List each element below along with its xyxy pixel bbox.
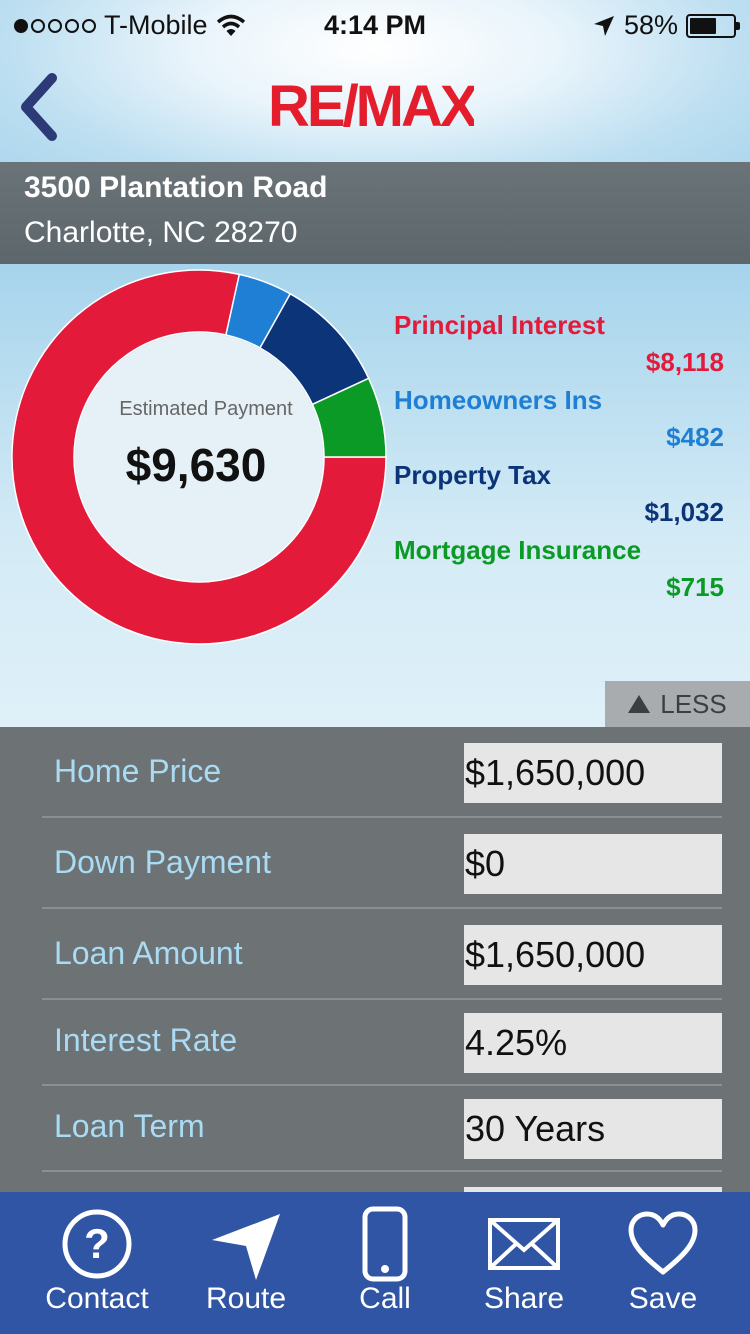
legend-name: Homeowners Ins — [394, 385, 603, 415]
property-address: 3500 Plantation Road Charlotte, NC 28270 — [0, 162, 750, 264]
form-row-home-price: Home Price $1,650,000 — [42, 727, 722, 818]
signal-icon — [14, 18, 96, 33]
question-circle-icon: ? — [62, 1209, 132, 1279]
tab-route-label: Route — [205, 1282, 287, 1315]
battery-icon — [686, 13, 740, 38]
donut-center-value: $9,630 — [125, 439, 267, 491]
legend-item: Homeowners Ins $482 — [394, 385, 724, 460]
chart-legend: Principal Interest $8,118 Homeowners Ins $4… — [394, 310, 724, 610]
legend-name: Mortgage Insurance — [394, 535, 642, 565]
address-street: 3500 Plantation Road — [24, 171, 328, 204]
location-services-icon — [593, 15, 614, 36]
battery-percent: 58% — [623, 10, 678, 40]
form-label: Home Price — [54, 753, 222, 789]
legend-item: Principal Interest $8,118 — [394, 310, 724, 385]
legend-value: $482 — [666, 422, 724, 452]
payment-donut-chart — [11, 269, 387, 645]
svg-text:RE/MAX: RE/MAX — [268, 76, 474, 132]
remax-logo: RE/MAX — [268, 76, 474, 132]
form-label: Down Payment — [54, 844, 271, 880]
form-label: Interest Rate — [54, 1022, 238, 1058]
tab-share-label: Share — [483, 1282, 565, 1315]
legend-item: Mortgage Insurance $715 — [394, 535, 724, 610]
legend-value: $8,118 — [645, 347, 724, 377]
envelope-icon — [488, 1218, 560, 1270]
legend-name: Principal Interest — [394, 310, 605, 340]
form-input[interactable]: $0 — [464, 834, 722, 894]
heart-icon — [628, 1211, 698, 1275]
tab-share[interactable]: Share — [452, 1192, 596, 1334]
carrier-name: T-Mobile — [104, 10, 208, 40]
status-bar: T-Mobile 4:14 PM 58% — [0, 0, 750, 50]
triangle-up-icon — [628, 695, 651, 713]
tab-contact[interactable]: ? Contact — [14, 1192, 180, 1334]
form-input[interactable]: 4.25% — [464, 1013, 722, 1073]
donut-slice-mortgage-insurance — [311, 377, 387, 458]
clock: 4:14 PM — [323, 10, 427, 40]
less-button-label: LESS — [660, 688, 727, 719]
legend-value: $715 — [666, 572, 724, 602]
less-button[interactable]: LESS — [605, 681, 750, 727]
address-city: Charlotte, NC 28270 — [24, 216, 298, 249]
tab-call[interactable]: Call — [320, 1192, 450, 1334]
back-chevron-icon[interactable] — [14, 72, 64, 142]
header: T-Mobile 4:14 PM 58% RE/MAX — [0, 0, 750, 162]
donut-slice-principal-interest — [11, 269, 387, 645]
form-row-interest-rate: Interest Rate 4.25% — [42, 1000, 722, 1086]
mortgage-form: Home Price $1,650,000 Down Payment $0 Loan A… — [0, 727, 750, 1192]
form-label: Loan Term — [54, 1108, 205, 1144]
tab-route[interactable]: Route — [174, 1192, 318, 1334]
wifi-icon — [216, 14, 245, 36]
form-input[interactable]: 30 Years — [464, 1099, 722, 1159]
tab-contact-label: Contact — [45, 1282, 149, 1315]
payment-chart-area: Estimated Payment $9,630 Principal Inter… — [0, 264, 750, 727]
tab-save-label: Save — [628, 1282, 698, 1315]
svg-text:?: ? — [84, 1220, 110, 1267]
form-row-loan-term: Loan Term 30 Years — [42, 1086, 722, 1172]
donut-center-label: Estimated Payment — [119, 398, 293, 420]
form-label: Loan Amount — [54, 935, 243, 971]
form-row-down-payment: Down Payment $0 — [42, 818, 722, 909]
tab-save[interactable]: Save — [590, 1192, 736, 1334]
legend-item: Property Tax $1,032 — [394, 460, 724, 535]
legend-name: Property Tax — [394, 460, 552, 490]
bottom-tab-bar: ? Contact Route Call — [0, 1192, 750, 1334]
tab-call-label: Call — [359, 1282, 411, 1315]
donut-hole — [75, 333, 323, 581]
legend-value: $1,032 — [644, 497, 724, 527]
phone-icon — [362, 1206, 408, 1282]
form-input-partial[interactable] — [464, 1187, 722, 1192]
form-input[interactable]: $1,650,000 — [464, 743, 722, 803]
form-input[interactable]: $1,650,000 — [464, 925, 722, 985]
form-row-loan-amount: Loan Amount $1,650,000 — [42, 909, 722, 1000]
location-arrow-icon — [212, 1214, 280, 1280]
